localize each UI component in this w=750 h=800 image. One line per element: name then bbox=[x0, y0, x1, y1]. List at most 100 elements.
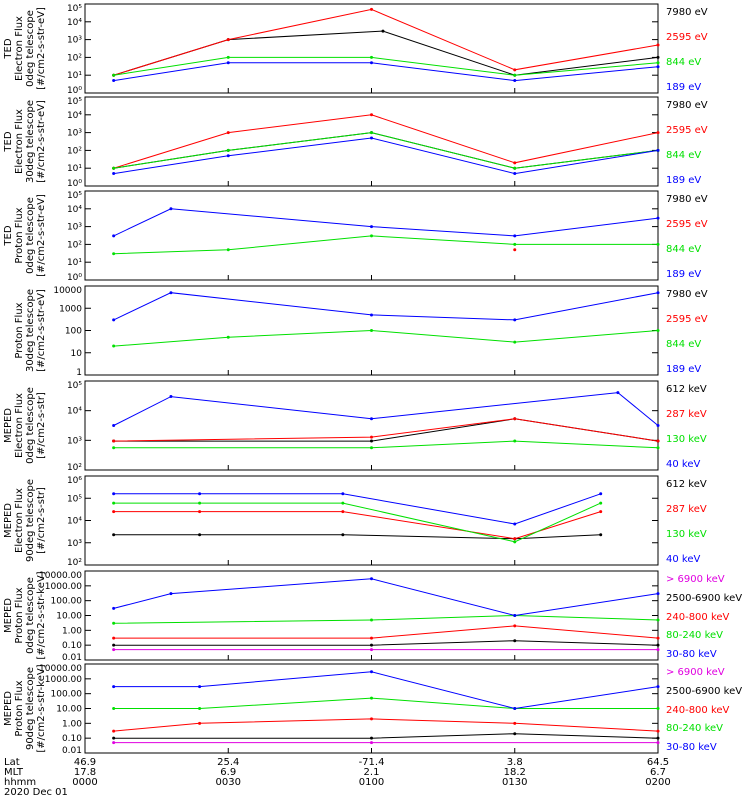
y-tick-label: 0.10 bbox=[62, 734, 82, 744]
flux-panel-6: 10² 10³ 10⁴ 10⁵ 10⁶ 612 keV 287 keV 130 keV 40 k… bbox=[0, 475, 750, 568]
series-line bbox=[113, 418, 659, 442]
y-axis-label: TED bbox=[3, 38, 14, 59]
data-point bbox=[112, 172, 116, 176]
data-point bbox=[198, 533, 202, 537]
data-point bbox=[370, 636, 373, 640]
x-tick-label-mlt: 2.1 bbox=[363, 767, 380, 778]
y-tick-label: 10000.00 bbox=[39, 664, 82, 674]
data-point bbox=[513, 340, 517, 344]
y-tick-label: 0.01 bbox=[62, 653, 82, 663]
y-axis-label: Electron Flux bbox=[14, 488, 25, 553]
data-point bbox=[370, 7, 373, 11]
y-tick-label: 0.10 bbox=[62, 641, 82, 651]
y-axis-label: Proton Flux bbox=[14, 680, 25, 737]
data-point bbox=[112, 736, 116, 740]
data-point bbox=[370, 648, 373, 652]
data-point bbox=[513, 417, 517, 421]
data-point bbox=[370, 577, 373, 581]
data-point bbox=[112, 166, 116, 170]
series-line bbox=[113, 493, 601, 525]
data-point bbox=[341, 533, 345, 537]
y-axis-label: 90deg telescope bbox=[25, 478, 36, 563]
y-tick-label: 10² bbox=[67, 146, 82, 156]
series-line bbox=[113, 671, 659, 710]
legend-entry: 612 keV bbox=[666, 479, 707, 490]
data-point bbox=[513, 639, 517, 643]
data-point bbox=[112, 234, 116, 238]
data-point bbox=[656, 216, 660, 220]
data-point bbox=[513, 624, 517, 628]
y-tick-label: 10.00 bbox=[56, 705, 82, 715]
data-point bbox=[370, 670, 373, 674]
y-axis-label: Proton Flux bbox=[14, 587, 25, 644]
y-axis-label: TED bbox=[3, 131, 14, 152]
legend-entry: 844 eV bbox=[666, 57, 702, 68]
legend-entry: 844 eV bbox=[666, 339, 702, 350]
y-tick-label: 10² bbox=[67, 240, 82, 250]
y-tick-label: 10¹ bbox=[67, 164, 82, 174]
data-point bbox=[370, 234, 373, 238]
data-point bbox=[599, 533, 603, 537]
data-point bbox=[370, 741, 373, 745]
series-line bbox=[113, 718, 659, 732]
y-tick-label: 10¹ bbox=[67, 258, 82, 268]
legend-entry: 287 keV bbox=[666, 504, 707, 515]
data-point bbox=[198, 707, 202, 710]
y-axis-label: [#/cm2-s-str-eV] bbox=[36, 7, 47, 90]
data-point bbox=[112, 424, 116, 427]
series-line bbox=[113, 132, 659, 169]
y-axis-label: [#/cm2-s-str-eV] bbox=[36, 289, 47, 372]
data-point bbox=[616, 391, 620, 395]
data-point bbox=[513, 540, 517, 544]
y-tick-label: 10⁴ bbox=[67, 407, 82, 417]
y-tick-label: 10000 bbox=[53, 286, 82, 296]
data-point bbox=[198, 501, 202, 505]
flux-panel-4: 1 10 100 1000 10000 7980 eV 2595 eV 844 eV 189 e… bbox=[0, 285, 750, 378]
legend-entry: 287 keV bbox=[666, 409, 707, 420]
data-point bbox=[656, 291, 660, 295]
y-tick-label: 10³ bbox=[67, 36, 82, 46]
data-point bbox=[656, 242, 660, 246]
data-point bbox=[370, 736, 373, 740]
legend-entry: 30-80 keV bbox=[666, 649, 717, 660]
y-axis-label: 0deg telescope bbox=[25, 387, 36, 464]
date-label: 2020 Dec 01 bbox=[4, 787, 68, 798]
y-tick-label: 10³ bbox=[67, 223, 82, 233]
data-point bbox=[112, 648, 116, 652]
data-point bbox=[370, 113, 373, 117]
legend-entry: 612 keV bbox=[666, 384, 707, 395]
y-axis-label: [#/cm2-s-str-eV] bbox=[36, 194, 47, 277]
legend-entry: 2595 eV bbox=[666, 314, 708, 325]
data-point bbox=[656, 439, 660, 443]
data-point bbox=[112, 344, 116, 348]
series-line bbox=[113, 392, 659, 426]
data-point bbox=[513, 79, 517, 83]
data-point bbox=[513, 248, 517, 252]
data-point bbox=[198, 510, 202, 514]
data-point bbox=[656, 131, 660, 135]
data-point bbox=[226, 131, 230, 135]
data-point bbox=[112, 501, 116, 505]
y-tick-label: 10000.00 bbox=[39, 571, 82, 581]
data-point bbox=[112, 73, 116, 77]
data-point bbox=[112, 492, 116, 496]
y-tick-label: 1.00 bbox=[62, 719, 82, 729]
x-tick-label-hhmm: 0000 bbox=[72, 777, 98, 788]
footer-label-mlt: MLT bbox=[4, 767, 23, 778]
x-tick-label-hhmm: 0030 bbox=[215, 777, 241, 788]
data-point bbox=[513, 732, 517, 736]
legend-entry: 30-80 keV bbox=[666, 742, 717, 753]
series-line bbox=[113, 329, 659, 347]
data-point bbox=[169, 592, 173, 596]
data-point bbox=[513, 318, 517, 322]
y-axis-label: 0deg telescope bbox=[25, 10, 36, 87]
series-line bbox=[113, 625, 659, 639]
data-point bbox=[599, 492, 603, 496]
y-axis-label: 30deg telescope bbox=[25, 288, 36, 373]
legend-entry: 130 keV bbox=[666, 529, 707, 540]
y-axis-label: [#/cm2-s-str-keV] bbox=[36, 664, 47, 753]
data-point bbox=[112, 533, 116, 537]
data-point bbox=[513, 161, 517, 165]
y-tick-label: 10⁴ bbox=[67, 111, 82, 121]
